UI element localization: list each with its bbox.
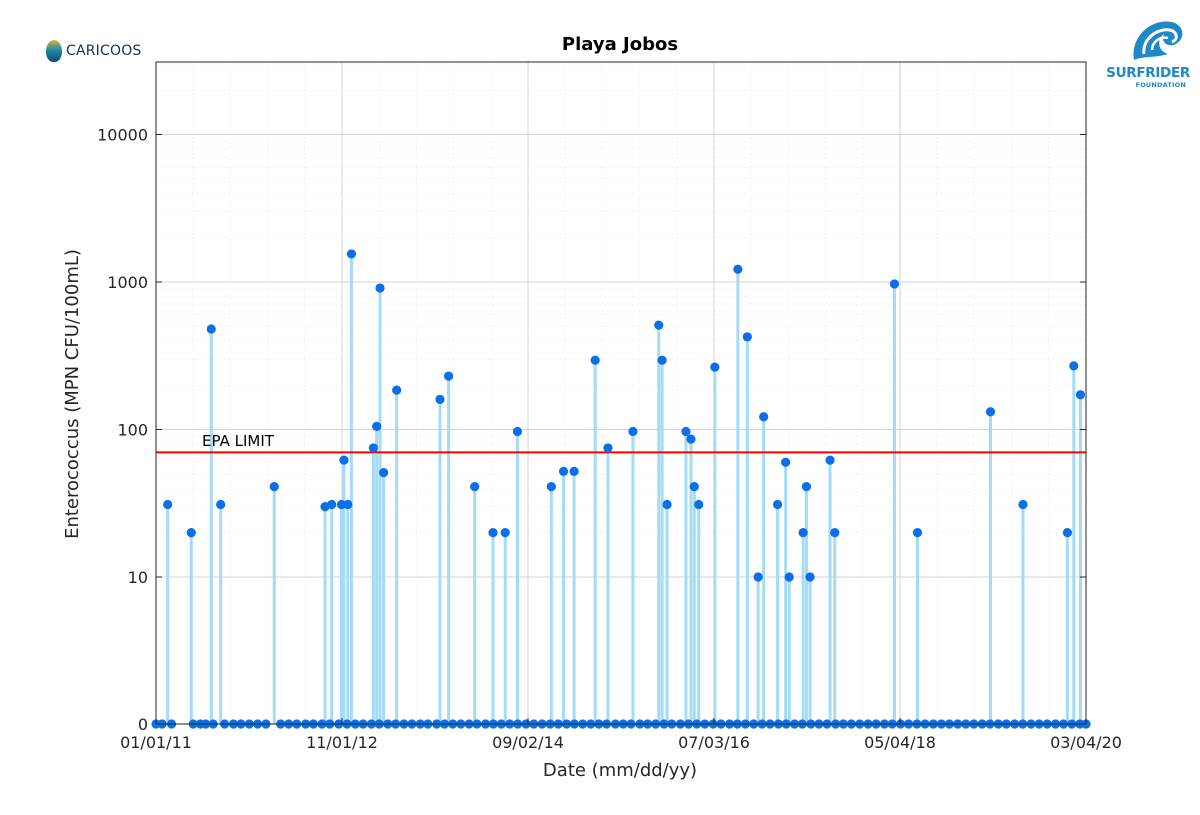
data-point [805, 572, 815, 582]
data-point [694, 499, 704, 510]
data-point [488, 527, 498, 538]
data-point [546, 482, 556, 492]
data-point [798, 527, 808, 538]
data-point [512, 426, 523, 437]
data-point [710, 362, 720, 372]
data-point [336, 499, 347, 510]
y-tick-label: 10000 [97, 126, 148, 145]
data-point [392, 385, 402, 395]
data-point [590, 355, 600, 365]
data-point [368, 443, 378, 453]
data-point [500, 527, 510, 538]
data-point [830, 527, 840, 538]
data-point [657, 355, 667, 365]
x-tick-label: 11/01/12 [306, 733, 378, 752]
data-point [346, 249, 357, 259]
data-point [186, 527, 196, 538]
data-point [801, 482, 812, 492]
data-point [269, 482, 279, 492]
data-point [558, 466, 569, 476]
data-point [689, 482, 699, 492]
data-point [662, 499, 672, 510]
data-point [339, 455, 349, 465]
data-point [1018, 499, 1028, 510]
data-point [985, 407, 996, 417]
plot-border [155, 61, 1087, 725]
x-axis-label: Date (mm/dd/yy) [543, 760, 697, 781]
data-point [216, 499, 226, 510]
surfrider-logo-subtext: FOUNDATION [1135, 81, 1186, 89]
data-point [470, 482, 480, 492]
x-tick-label: 05/04/18 [864, 733, 936, 752]
tick-labels: 0 10 100 1000 10000 01/01/11 11/01/12 09/02/14 0… [97, 126, 1122, 753]
data-point [435, 394, 445, 404]
y-tick-label: 0 [138, 715, 148, 734]
data-point [163, 499, 173, 510]
data-point [753, 572, 763, 582]
x-tick-label: 09/02/14 [492, 733, 564, 752]
plot-frame [155, 61, 1087, 725]
data-point [372, 421, 382, 431]
data-point [628, 426, 638, 437]
data-point [686, 434, 696, 444]
data-point [1069, 361, 1079, 371]
minor-gridlines [156, 62, 1086, 724]
data-point [1075, 390, 1086, 400]
data-point [889, 279, 900, 289]
caricoos-logo: CARICOOS [46, 40, 142, 62]
data-point [681, 426, 691, 437]
y-tick-label: 100 [117, 421, 148, 440]
data-point [742, 332, 752, 342]
data-point [912, 527, 923, 538]
y-axis-label: Enterococcus (MPN CFU/100mL) [62, 249, 83, 539]
epa-limit-label: EPA LIMIT [202, 432, 275, 450]
data-point [343, 499, 353, 510]
data-point [654, 320, 664, 330]
data-stems [166, 253, 1082, 724]
data-point [569, 466, 579, 476]
x-tick-label: 07/03/16 [678, 733, 750, 752]
y-tick-label: 10 [128, 568, 148, 587]
caricoos-logo-text: CARICOOS [66, 43, 142, 59]
wave-icon [1133, 21, 1183, 60]
surfrider-logo-text: SURFRIDER [1106, 65, 1190, 81]
data-point [825, 455, 835, 465]
data-point [733, 264, 743, 274]
data-point [603, 443, 613, 453]
data-point [1062, 527, 1072, 538]
y-tick-label: 1000 [107, 273, 148, 292]
data-point [772, 499, 783, 510]
data-point [327, 499, 337, 510]
x-tick-label: 03/04/20 [1050, 733, 1122, 752]
data-point [206, 324, 216, 334]
data-point [444, 371, 454, 381]
data-point [379, 468, 389, 478]
chart-title: Playa Jobos [562, 34, 678, 55]
caricoos-emblem-icon [46, 40, 62, 62]
data-point [375, 283, 385, 293]
data-point [784, 572, 794, 582]
x-tick-label: 01/01/11 [120, 733, 192, 752]
data-point [759, 412, 769, 422]
data-point [781, 457, 791, 467]
